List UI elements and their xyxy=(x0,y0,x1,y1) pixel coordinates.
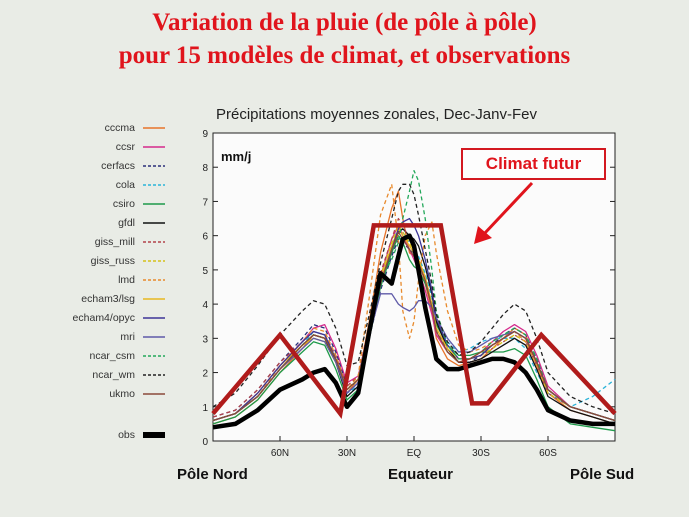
legend-label: echam3/lsg xyxy=(81,293,135,305)
legend-label: gfdl xyxy=(118,217,135,229)
x-tick-label: 60N xyxy=(271,448,289,459)
legend-label: cerfacs xyxy=(101,160,135,172)
legend-label: cola xyxy=(115,179,135,191)
legend-swatch xyxy=(143,165,165,167)
y-tick-label: 7 xyxy=(202,197,208,208)
y-tick-label: 1 xyxy=(202,403,208,414)
legend-item: echam3/lsg xyxy=(60,293,185,308)
legend-item: mri xyxy=(60,331,185,346)
legend-swatch xyxy=(143,222,165,224)
legend-item: giss_russ xyxy=(60,255,185,270)
legend-label: csiro xyxy=(112,198,135,210)
legend-swatch xyxy=(143,336,165,338)
x-tick-label: 30S xyxy=(472,448,490,459)
y-tick-label: 2 xyxy=(202,369,208,380)
obs-line xyxy=(212,233,615,430)
legend-item: cccma xyxy=(60,122,185,137)
legend-swatch xyxy=(143,260,165,262)
legend-swatch xyxy=(143,393,165,395)
legend-swatch xyxy=(143,279,165,281)
legend-swatch xyxy=(143,241,165,243)
legend-item: ccsr xyxy=(60,141,185,156)
slide-title-line2: pour 15 modèles de climat, et observatio… xyxy=(118,42,571,69)
legend-item: csiro xyxy=(60,198,185,213)
legend-label: lmd xyxy=(118,274,135,286)
legend-label: obs xyxy=(118,429,135,441)
legend-swatch xyxy=(143,432,165,438)
x-tick-label: EQ xyxy=(407,448,422,459)
y-tick-label: 9 xyxy=(202,129,208,140)
legend-swatch xyxy=(143,317,165,319)
legend-swatch xyxy=(143,146,165,148)
legend-swatch xyxy=(143,127,165,129)
y-tick-label: 8 xyxy=(202,163,208,174)
legend-swatch xyxy=(143,203,165,205)
legend-item: giss_mill xyxy=(60,236,185,251)
annotation-arrow-head xyxy=(474,226,492,244)
x-tick-label: 60S xyxy=(539,448,557,459)
annotation-climat-futur: Climat futur xyxy=(461,148,606,180)
legend-item: cerfacs xyxy=(60,160,185,175)
climat-futur-overlay xyxy=(211,223,617,420)
legend-label: cccma xyxy=(104,122,135,134)
equateur-label: Equateur xyxy=(388,466,454,483)
legend-label: ncar_wm xyxy=(92,369,135,381)
legend-label: mri xyxy=(120,331,135,343)
legend-item: ncar_csm xyxy=(60,350,185,365)
x-tick-label: 30N xyxy=(338,448,356,459)
legend-label: giss_russ xyxy=(90,255,135,267)
legend-label: ccsr xyxy=(115,141,135,153)
legend-label: ncar_csm xyxy=(89,350,135,362)
legend-item: gfdl xyxy=(60,217,185,232)
legend-item: cola xyxy=(60,179,185,194)
legend-swatch xyxy=(143,298,165,300)
y-tick-label: 6 xyxy=(202,232,208,243)
legend-item: echam4/opyc xyxy=(60,312,185,327)
legend-swatch xyxy=(143,184,165,186)
annotation-arrow-shaft xyxy=(482,181,534,236)
slide-title-line1: Variation de la pluie (de pôle à pôle) xyxy=(152,9,537,36)
series-line-lmd xyxy=(212,183,616,422)
legend-label: giss_mill xyxy=(94,236,135,248)
legend-item: ukmo xyxy=(60,388,185,403)
legend-label: echam4/opyc xyxy=(72,312,135,324)
slide-title: Variation de la pluie (de pôle à pôle) p… xyxy=(0,6,689,72)
legend-item: lmd xyxy=(60,274,185,289)
pole-nord-label: Pôle Nord xyxy=(177,466,248,483)
legend-item-obs: obs xyxy=(60,429,185,444)
legend-label: ukmo xyxy=(109,388,135,400)
legend-swatch xyxy=(143,355,165,357)
legend-item: ncar_wm xyxy=(60,369,185,384)
pole-sud-label: Pôle Sud xyxy=(570,466,635,483)
y-tick-label: 0 xyxy=(202,437,208,448)
series-line-ncar-wm xyxy=(212,183,616,415)
chart-title: Précipitations moyennes zonales, Dec-Jan… xyxy=(216,106,537,123)
y-tick-label: 5 xyxy=(202,266,208,277)
y-tick-label: 3 xyxy=(202,334,208,345)
legend-swatch xyxy=(143,374,165,376)
y-tick-label: 4 xyxy=(202,300,208,311)
y-unit-label: mm/j xyxy=(221,149,252,164)
